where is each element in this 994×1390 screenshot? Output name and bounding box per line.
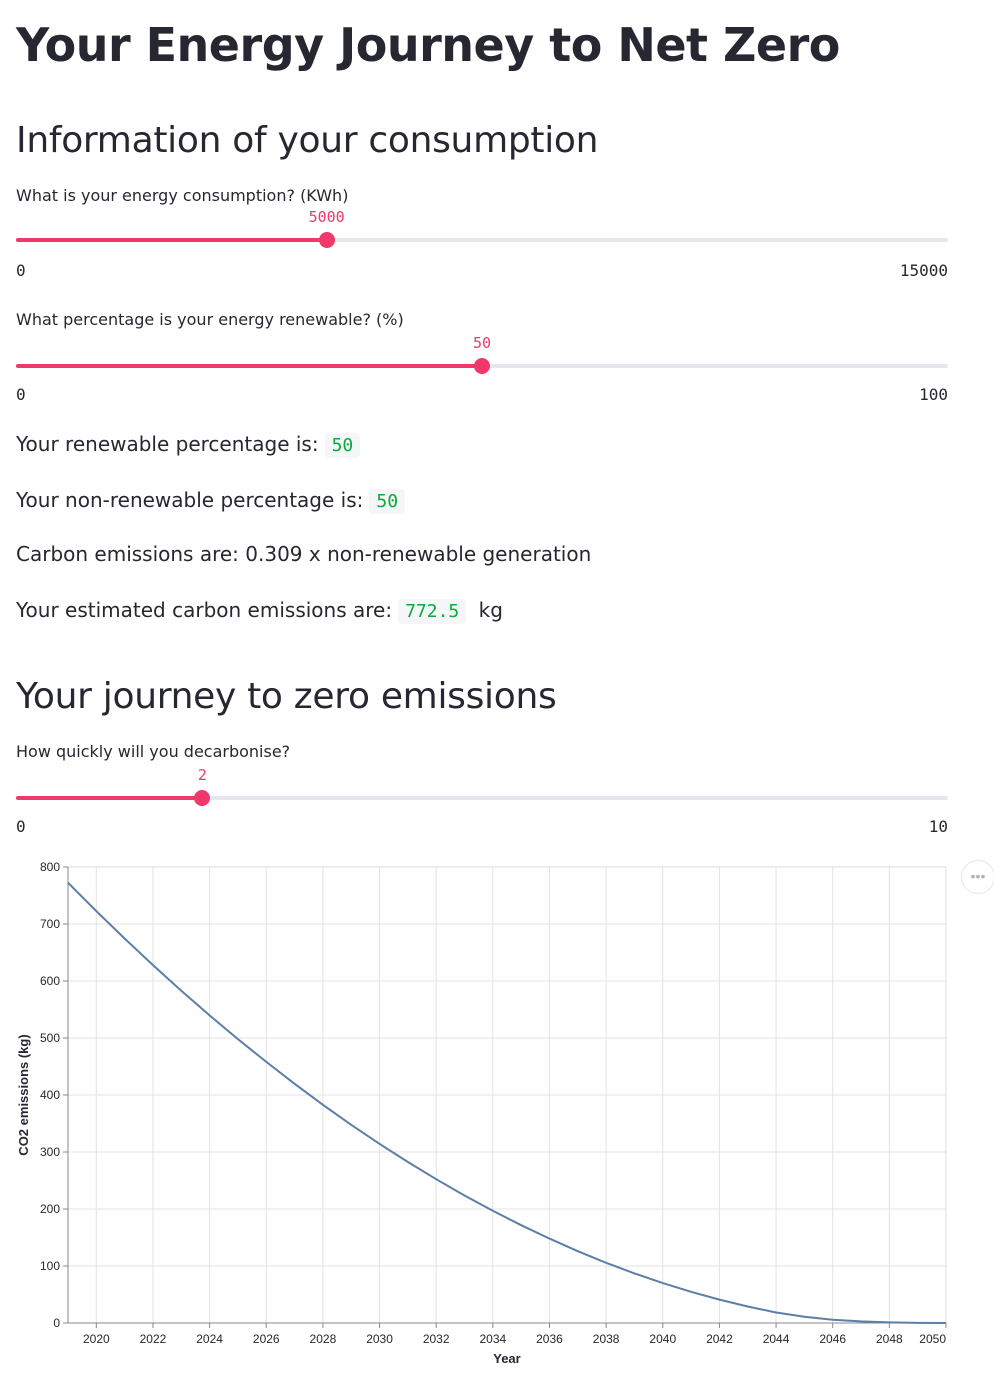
x-tick-label-2026: 2026 xyxy=(253,1332,280,1346)
chart-grid-horizontal xyxy=(68,866,946,1324)
renewable-slider[interactable]: 50 xyxy=(16,334,948,374)
x-tick-label-2024: 2024 xyxy=(196,1332,223,1346)
decarbonise-slider-label: How quickly will you decarbonise? xyxy=(16,742,291,761)
y-tick-label-200: 200 xyxy=(40,1202,60,1216)
decarbonise-slider-thumb[interactable] xyxy=(194,790,211,806)
y-tick-label-400: 400 xyxy=(40,1088,60,1102)
x-tick-label-2044: 2044 xyxy=(763,1332,790,1346)
renewable-percentage-value: 50 xyxy=(324,433,361,458)
chart-x-axis: 2020 2022 2024 2026 2028 2030 2032 2034 2036 2038… xyxy=(68,1322,947,1346)
series-line-emissions xyxy=(67,881,947,1324)
y-axis-title: CO2 emissions (kg) xyxy=(16,1034,31,1155)
x-tick-label-2046: 2046 xyxy=(819,1332,846,1346)
y-tick-label-100: 100 xyxy=(40,1259,60,1273)
section-heading-consumption: Information of your consumption xyxy=(16,120,599,161)
consumption-slider-min: 0 xyxy=(16,261,26,280)
x-tick-label-2032: 2032 xyxy=(423,1332,450,1346)
consumption-slider-label: What is your energy consumption? (KWh) xyxy=(16,186,349,205)
x-tick-label-2042: 2042 xyxy=(706,1332,733,1346)
x-tick-label-2020: 2020 xyxy=(83,1332,110,1346)
x-tick-label-2048: 2048 xyxy=(876,1332,903,1346)
renewable-slider-label: What percentage is your energy renewable… xyxy=(16,310,404,329)
decarbonise-slider-max: 10 xyxy=(928,817,948,836)
x-tick-label-2050: 2050 xyxy=(919,1332,946,1346)
y-tick-label-700: 700 xyxy=(40,917,60,931)
carbon-formula-text: Carbon emissions are: 0.309 x non-renewa… xyxy=(16,542,592,566)
x-axis-title: Year xyxy=(493,1351,520,1366)
chart-menu-button[interactable]: ••• xyxy=(961,860,994,894)
nonrenewable-percentage-line: Your non-renewable percentage is: 50 xyxy=(16,488,406,514)
chart-y-axis: 0 100 200 300 400 500 600 700 800 xyxy=(40,860,69,1330)
x-tick-label-2034: 2034 xyxy=(479,1332,506,1346)
consumption-slider-thumb[interactable] xyxy=(318,232,335,248)
x-tick-label-2022: 2022 xyxy=(140,1332,167,1346)
consumption-slider-value: 5000 xyxy=(308,208,345,226)
renewable-slider-max: 100 xyxy=(919,385,948,404)
x-tick-label-2036: 2036 xyxy=(536,1332,563,1346)
x-tick-label-2028: 2028 xyxy=(310,1332,337,1346)
x-tick-label-2040: 2040 xyxy=(649,1332,676,1346)
consumption-slider-fill xyxy=(16,238,327,242)
estimated-emissions-value: 772.5 xyxy=(398,599,467,624)
y-tick-label-600: 600 xyxy=(40,974,60,988)
renewable-slider-fill xyxy=(16,364,482,368)
renewable-percentage-text: Your renewable percentage is: xyxy=(16,432,319,456)
y-tick-label-300: 300 xyxy=(40,1145,60,1159)
ellipsis-icon: ••• xyxy=(970,868,986,884)
estimated-emissions-line: Your estimated carbon emissions are: 772.… xyxy=(16,598,503,624)
section-heading-journey: Your journey to zero emissions xyxy=(16,676,557,717)
x-tick-label-2038: 2038 xyxy=(593,1332,620,1346)
decarbonise-slider-fill xyxy=(16,796,203,800)
renewable-slider-min: 0 xyxy=(16,385,26,404)
estimated-emissions-unit: kg xyxy=(478,598,503,622)
estimated-emissions-text: Your estimated carbon emissions are: xyxy=(16,598,393,622)
renewable-percentage-line: Your renewable percentage is: 50 xyxy=(16,432,361,458)
renewable-slider-thumb[interactable] xyxy=(474,358,490,374)
y-tick-label-500: 500 xyxy=(40,1031,60,1045)
consumption-slider[interactable]: 5000 xyxy=(16,208,948,248)
nonrenewable-percentage-value: 50 xyxy=(369,489,406,514)
x-tick-label-2030: 2030 xyxy=(366,1332,393,1346)
nonrenewable-percentage-text: Your non-renewable percentage is: xyxy=(16,488,364,512)
consumption-slider-max: 15000 xyxy=(899,261,948,280)
decarbonise-slider-value: 2 xyxy=(197,766,207,784)
renewable-slider-value: 50 xyxy=(472,334,492,352)
decarbonise-slider[interactable]: 2 xyxy=(16,766,948,806)
y-tick-label-0: 0 xyxy=(53,1316,60,1330)
decarbonise-slider-min: 0 xyxy=(16,817,26,836)
page-title: Your Energy Journey to Net Zero xyxy=(16,18,840,72)
y-tick-label-800: 800 xyxy=(40,860,60,874)
